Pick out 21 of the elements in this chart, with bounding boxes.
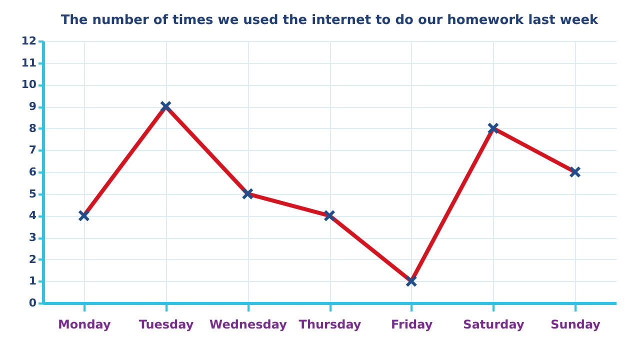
x-tick-label: Monday (58, 318, 112, 332)
y-tick-label: 2 (28, 252, 36, 266)
x-tick-label: Thursday (298, 318, 362, 332)
y-tick-label: 3 (28, 231, 36, 244)
y-tick-label: 11 (21, 56, 36, 70)
x-tick-label: Wednesday (209, 318, 288, 332)
y-tick-label: 5 (28, 187, 36, 200)
x-tick-label: Tuesday (138, 318, 194, 332)
x-tick-label: Saturday (463, 318, 524, 332)
chart-title: The number of times we used the internet to do our homework last week (60, 13, 599, 28)
y-tick-label: 9 (28, 100, 36, 113)
x-tick-label: Sunday (550, 318, 601, 332)
y-tick-label: 4 (28, 209, 37, 222)
y-tick-label: 6 (28, 166, 37, 178)
x-tick-label: Friday (391, 318, 433, 332)
y-tick-label: 0 (28, 296, 37, 310)
y-tick-label: 10 (21, 78, 37, 92)
y-tick-label: 1 (28, 274, 36, 288)
y-tick-label: 8 (28, 122, 36, 135)
y-tick-label: 7 (28, 144, 36, 157)
y-tick-label: 12 (21, 34, 36, 48)
